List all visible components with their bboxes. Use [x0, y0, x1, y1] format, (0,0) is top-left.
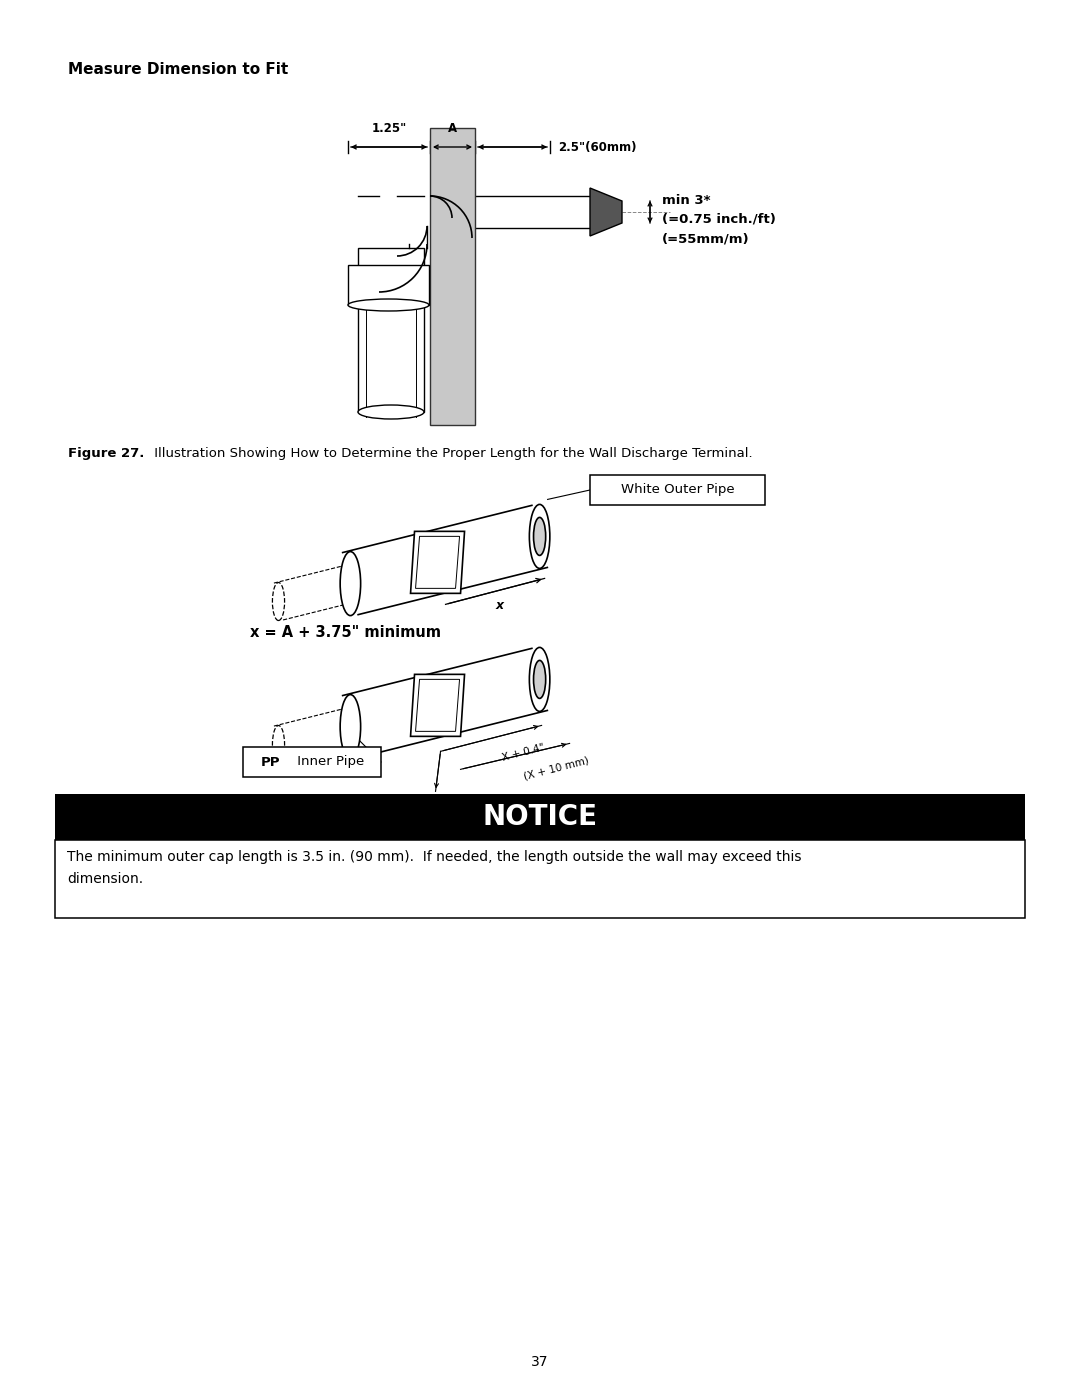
- Polygon shape: [410, 531, 464, 594]
- Text: A: A: [448, 122, 457, 136]
- Ellipse shape: [529, 647, 550, 711]
- Text: dimension.: dimension.: [67, 872, 144, 886]
- Text: The minimum outer cap length is 3.5 in. (90 mm).  If needed, the length outside : The minimum outer cap length is 3.5 in. …: [67, 849, 801, 863]
- Ellipse shape: [534, 517, 545, 556]
- Bar: [55, 840, 1025, 918]
- Ellipse shape: [272, 725, 284, 764]
- Text: NOTICE: NOTICE: [483, 803, 597, 831]
- Ellipse shape: [340, 552, 361, 616]
- Text: PP: PP: [261, 756, 281, 768]
- Text: 1.25": 1.25": [372, 122, 407, 136]
- Bar: [357, 249, 424, 412]
- Ellipse shape: [357, 405, 424, 419]
- Text: Illustration Showing How to Properly Cut a Vent Extension.: Illustration Showing How to Properly Cut…: [271, 798, 665, 810]
- Text: x = A + 3.75" minimum: x = A + 3.75" minimum: [249, 624, 441, 640]
- Bar: [590, 475, 765, 504]
- Bar: [430, 129, 475, 425]
- Text: Figure 28.: Figure 28.: [188, 798, 265, 810]
- Ellipse shape: [272, 583, 284, 620]
- Text: 2.5"(60mm): 2.5"(60mm): [558, 141, 636, 154]
- Bar: [55, 793, 1025, 840]
- Text: x: x: [496, 599, 504, 612]
- Ellipse shape: [534, 661, 545, 698]
- Ellipse shape: [529, 504, 550, 569]
- Text: White Outer Pipe: White Outer Pipe: [621, 483, 734, 496]
- Text: (X + 10 mm): (X + 10 mm): [523, 754, 591, 781]
- Polygon shape: [410, 675, 464, 736]
- Text: X + 0.4": X + 0.4": [501, 743, 545, 763]
- Text: Illustration Showing How to Determine the Proper Length for the Wall Discharge T: Illustration Showing How to Determine th…: [150, 447, 753, 460]
- Ellipse shape: [340, 694, 361, 759]
- Text: 37: 37: [531, 1355, 549, 1369]
- Polygon shape: [590, 189, 622, 236]
- Text: Measure Dimension to Fit: Measure Dimension to Fit: [68, 61, 288, 77]
- Text: Inner Pipe: Inner Pipe: [293, 756, 364, 768]
- Bar: [243, 747, 381, 777]
- Text: Figure 27.: Figure 27.: [68, 447, 145, 460]
- Ellipse shape: [348, 299, 429, 312]
- Text: min 3*
(=0.75 inch./ft)
(=55mm/m): min 3* (=0.75 inch./ft) (=55mm/m): [662, 194, 775, 244]
- Bar: [348, 265, 429, 305]
